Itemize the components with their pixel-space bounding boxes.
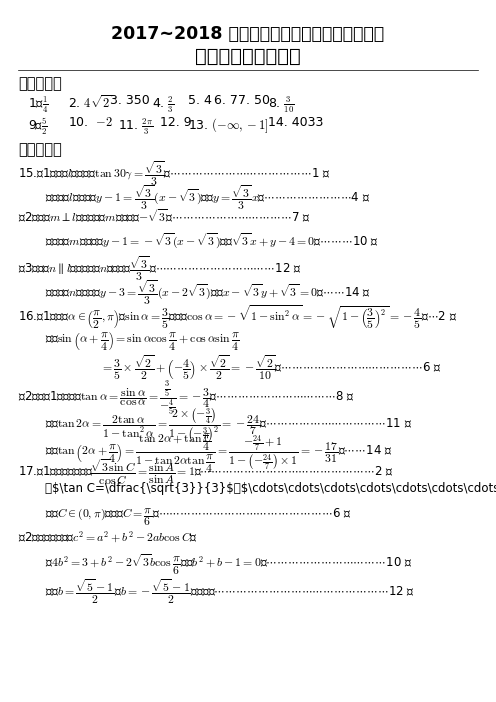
- Text: （2）由余弦定理，$c^2=a^2+b^2-2ab\cos C$，: （2）由余弦定理，$c^2=a^2+b^2-2ab\cos C$，: [18, 530, 198, 545]
- Text: 13. $(-\infty,-1]$: 13. $(-\infty,-1]$: [188, 116, 269, 135]
- Text: 2. $4\sqrt{2}$: 2. $4\sqrt{2}$: [68, 94, 112, 111]
- Text: 所以$\tan\left(2\alpha+\dfrac{\pi}{4}\right)=\dfrac{\tan 2\alpha+\tan\dfrac{\pi}{4: 所以$\tan\left(2\alpha+\dfrac{\pi}{4}\righ…: [45, 432, 392, 475]
- Text: 解得$b=\dfrac{\sqrt{5}-1}{2}$或$b=-\dfrac{\sqrt{5}-1}{2}$（舍），$\cdots\cdots\cdots\cd: 解得$b=\dfrac{\sqrt{5}-1}{2}$或$b=-\dfrac{\…: [45, 578, 415, 607]
- Text: 16.（1）因为$\alpha\in\left(\dfrac{\pi}{2},\pi\right)$，$\sin\alpha=\dfrac{3}{5}$，所以$: 16.（1）因为$\alpha\in\left(\dfrac{\pi}{2},\…: [18, 304, 457, 331]
- Text: 5. 4: 5. 4: [188, 94, 212, 107]
- Text: （3）因为$n\parallel l$，所以直线$n$的斜率为$\dfrac{\sqrt{3}}{3}$，$\cdots\cdots\cdots\cdots\c: （3）因为$n\parallel l$，所以直线$n$的斜率为$\dfrac{\…: [18, 255, 302, 284]
- Text: 所以$\tan 2\alpha=\dfrac{2\tan\alpha}{1-\tan^2\alpha}=\dfrac{2\times\left(-\frac{3: 所以$\tan 2\alpha=\dfrac{2\tan\alpha}{1-\t…: [45, 406, 412, 444]
- Text: 9．$\frac{5}{2}$: 9．$\frac{5}{2}$: [28, 116, 48, 137]
- Text: 所以$\sin\left(\alpha+\dfrac{\pi}{4}\right)=\sin\alpha\cos\dfrac{\pi}{4}+\cos\alph: 所以$\sin\left(\alpha+\dfrac{\pi}{4}\right…: [45, 330, 240, 352]
- Text: 11. $\frac{2\pi}{3}$: 11. $\frac{2\pi}{3}$: [118, 116, 153, 136]
- Text: 参考答案与评分标准: 参考答案与评分标准: [195, 47, 301, 66]
- Text: 17.（1）由正弦定理，$\dfrac{\sqrt{3}\sin C}{\cos C}=\dfrac{\sin A}{\sin A}=1$，$\cdots\cd: 17.（1）由正弦定理，$\dfrac{\sqrt{3}\sin C}{\cos…: [18, 458, 393, 487]
- Text: 2017~2018 学年度第二学期期末抽测高一数学: 2017~2018 学年度第二学期期末抽测高一数学: [112, 25, 384, 43]
- Text: 8. $\frac{3}{10}$: 8. $\frac{3}{10}$: [268, 94, 295, 114]
- Text: 即$\tan C=\dfrac{\sqrt{3}}{3}$，$\cdots\cdots\cdots\cdots\cdots\cdots\cdots\cdots\: 即$\tan C=\dfrac{\sqrt{3}}{3}$，$\cdots\cd…: [45, 482, 496, 495]
- Text: 一、填空题: 一、填空题: [18, 76, 62, 91]
- Text: 所以直线$m$的方程为$y-1=-\sqrt{3}(x-\sqrt{3})$，即$\sqrt{3}x+y-4=0$，$\cdots\cdots\cdots$10: 所以直线$m$的方程为$y-1=-\sqrt{3}(x-\sqrt{3})$，即…: [45, 231, 379, 250]
- Text: 6. 7: 6. 7: [214, 94, 238, 107]
- Text: 7. 50: 7. 50: [238, 94, 270, 107]
- Text: （2）因为$m\perp l$，所以直线$m$的斜率为$-\sqrt{3}$，$\cdots\cdots\cdots\cdots\cdots\cdots\cdo: （2）因为$m\perp l$，所以直线$m$的斜率为$-\sqrt{3}$，$…: [18, 208, 310, 225]
- Text: 即$4b^2=3+b^2-2\sqrt{3}b\cos\dfrac{\pi}{6}$，即$b^2+b-1=0$，$\cdots\cdots\cdots\cdot: 即$4b^2=3+b^2-2\sqrt{3}b\cos\dfrac{\pi}{6…: [45, 553, 412, 578]
- Text: 所以直线$n$的方程为$y-3=\dfrac{\sqrt{3}}{3}(x-2\sqrt{3})$，即$x-\sqrt{3}y+\sqrt{3}=0$，$\cd: 所以直线$n$的方程为$y-3=\dfrac{\sqrt{3}}{3}(x-2\…: [45, 279, 371, 307]
- Text: $=\dfrac{3}{5}\times\dfrac{\sqrt{2}}{2}+\left(-\dfrac{4}{5}\right)\times\dfrac{\: $=\dfrac{3}{5}\times\dfrac{\sqrt{2}}{2}+…: [100, 354, 441, 383]
- Text: 12. 9: 12. 9: [160, 116, 191, 129]
- Text: 3. 350: 3. 350: [110, 94, 150, 107]
- Text: 因为$C\in(0,\pi)$，所以$C=\dfrac{\pi}{6}$，$\cdots\cdots\cdots\cdots\cdots\cdots\cdots: 因为$C\in(0,\pi)$，所以$C=\dfrac{\pi}{6}$，$\c…: [45, 506, 351, 528]
- Text: （2）由（1）可知，$\tan\alpha=\dfrac{\sin\alpha}{\cos\alpha}=\dfrac{\frac{3}{5}}{-\frac{: （2）由（1）可知，$\tan\alpha=\dfrac{\sin\alpha}…: [18, 380, 355, 418]
- Text: 二、解答题: 二、解答题: [18, 142, 62, 157]
- Text: 4. $\frac{2}{3}$: 4. $\frac{2}{3}$: [152, 94, 174, 114]
- Text: 所以直线$l$的方程为$y-1=\dfrac{\sqrt{3}}{3}(x-\sqrt{3})$，即$y=\dfrac{\sqrt{3}}{3}x$，$\cdo: 所以直线$l$的方程为$y-1=\dfrac{\sqrt{3}}{3}(x-\s…: [45, 184, 370, 213]
- Text: 14. 4033: 14. 4033: [268, 116, 323, 129]
- Text: 15.（1）直线$l$的斜率为$\tan 30°=\dfrac{\sqrt{3}}{3}$，$\cdots\cdots\cdots\cdots\cdots\cd: 15.（1）直线$l$的斜率为$\tan 30°=\dfrac{\sqrt{3}…: [18, 160, 330, 188]
- Text: 1．$\frac{1}{4}$: 1．$\frac{1}{4}$: [28, 94, 49, 114]
- Text: 10.  $-2$: 10. $-2$: [68, 116, 113, 129]
